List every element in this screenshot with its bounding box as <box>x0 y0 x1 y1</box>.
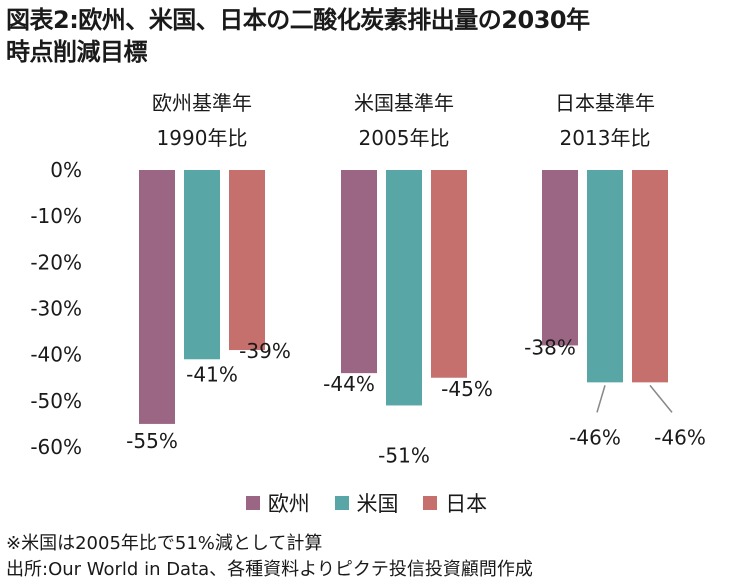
bar <box>542 170 578 346</box>
legend-swatch-us <box>334 496 349 510</box>
legend-label-eu: 欧州 <box>267 492 310 516</box>
legend-item-us: 米国 <box>334 488 399 518</box>
legend-item-eu: 欧州 <box>245 488 310 518</box>
chart-title-line1: 図表2:欧州、米国、日本の二酸化炭素排出量の2030年 <box>6 6 590 34</box>
chart-title-line2: 時点削減目標 <box>6 38 148 66</box>
y-tick-label: -10% <box>30 204 82 228</box>
bar <box>386 170 422 406</box>
bar <box>632 170 668 383</box>
data-label: -46% <box>654 425 706 449</box>
footnote: ※米国は2005年比で51%減として計算 <box>6 533 323 554</box>
legend-item-jp: 日本 <box>423 488 487 518</box>
y-tick-label: 0% <box>50 158 82 182</box>
group-label-line1: 米国基準年 <box>354 91 454 115</box>
bar <box>431 170 467 378</box>
data-label: -41% <box>186 362 238 386</box>
legend-label-us: 米国 <box>356 492 399 516</box>
bar <box>341 170 377 374</box>
data-label: -55% <box>126 429 178 453</box>
legend-label-jp: 日本 <box>445 492 488 516</box>
legend-swatch-eu <box>245 496 260 510</box>
group-label-line2: 2013年比 <box>560 126 651 150</box>
leader-line <box>596 385 606 413</box>
data-label: -45% <box>441 377 493 401</box>
y-tick-label: -60% <box>30 435 82 459</box>
source-note: 出所:Our World in Data、各種資料よりピクテ投信投資顧問作成 <box>6 559 533 580</box>
group-label-line2: 1990年比 <box>157 126 248 150</box>
group-label-line1: 日本基準年 <box>555 91 655 115</box>
legend-swatch-jp <box>423 496 438 510</box>
data-label: -46% <box>569 425 621 449</box>
y-tick-label: -20% <box>30 250 82 274</box>
data-label: -39% <box>239 339 291 363</box>
data-label: -44% <box>323 372 375 396</box>
bar <box>139 170 175 424</box>
bar <box>184 170 220 360</box>
group-label-line2: 2005年比 <box>359 126 450 150</box>
leader-line <box>649 384 673 413</box>
data-label: -38% <box>524 335 576 359</box>
y-tick-label: -30% <box>30 297 82 321</box>
data-label: -51% <box>378 443 430 467</box>
y-tick-label: -40% <box>30 343 82 367</box>
chart-legend: 欧州 米国 日本 <box>0 488 733 518</box>
chart-title: 図表2:欧州、米国、日本の二酸化炭素排出量の2030年 時点削減目標 <box>6 4 731 68</box>
bar-chart: 0% -10% -20% -30% -40% -50% -60% 欧州基準年 1990年比 米国基… <box>30 91 706 467</box>
y-tick-label: -50% <box>30 389 82 413</box>
bar <box>587 170 623 383</box>
group-label-line1: 欧州基準年 <box>152 91 252 115</box>
bar <box>229 170 265 351</box>
